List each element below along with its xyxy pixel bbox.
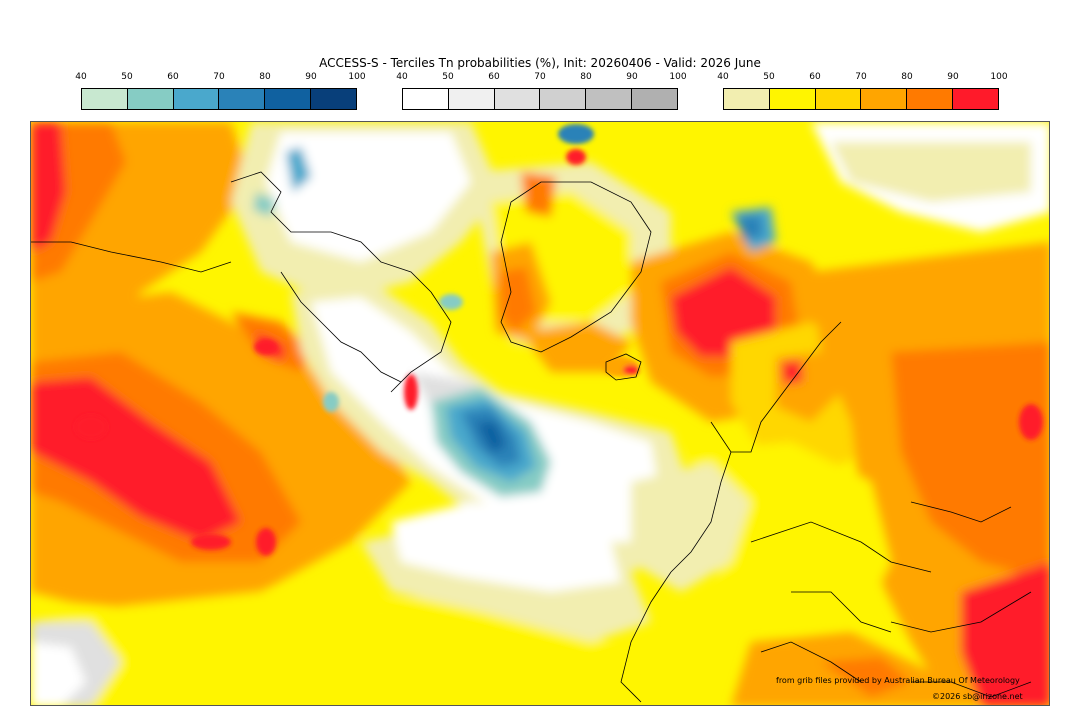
legend-swatch [219, 89, 266, 109]
legend-tick-label: 40 [396, 72, 408, 82]
legend-swatch [311, 89, 356, 109]
legend-tick-label: 50 [763, 72, 775, 82]
probability-map [30, 121, 1050, 706]
legend-swatch [586, 89, 633, 109]
legend-tick-label: 70 [213, 72, 225, 82]
legend-tick-label: 100 [669, 72, 687, 82]
legend-swatch [907, 89, 954, 109]
legend-swatch [448, 89, 495, 109]
legend-tick-label: 40 [717, 72, 729, 82]
legend-swatch [403, 89, 449, 109]
legend-tick-label: 60 [167, 72, 179, 82]
legend-tick-label: 60 [809, 72, 821, 82]
legend-tick-label: 100 [348, 72, 366, 82]
legend-colorbar [402, 88, 678, 110]
legend-tick-label: 60 [488, 72, 500, 82]
legend-tick-label: 50 [442, 72, 454, 82]
legend-swatch [724, 89, 770, 109]
legend-colorbar [723, 88, 999, 110]
coastlines [31, 171, 1032, 703]
source-credit: from grib files provided by Australian B… [776, 676, 1020, 685]
legend-swatch [127, 89, 174, 109]
legend-swatch [769, 89, 816, 109]
legend-tick-label: 80 [901, 72, 913, 82]
legend-swatch [632, 89, 677, 109]
legend-tick-label: 80 [259, 72, 271, 82]
legend-ticks: 40 50 60 70 80 90 100 [75, 72, 365, 86]
legend-tick-label: 100 [990, 72, 1008, 82]
legend-swatch [265, 89, 312, 109]
legend-colorbar [81, 88, 357, 110]
map-title: ACCESS-S - Terciles Tn probabilities (%)… [319, 56, 761, 70]
legend-swatch [173, 89, 220, 109]
legend-below-normal: 40 50 60 70 80 90 100 [75, 72, 366, 112]
legend-tick-label: 70 [855, 72, 867, 82]
legend-ticks: 40 50 60 70 80 90 100 [396, 72, 686, 86]
probability-detail [75, 124, 1043, 556]
legend-tick-label: 90 [305, 72, 317, 82]
legend-tick-label: 50 [121, 72, 133, 82]
legend-swatch [540, 89, 587, 109]
legend-tick-label: 40 [75, 72, 87, 82]
legend-near-normal: 40 50 60 70 80 90 100 [396, 72, 687, 112]
legend-tick-label: 70 [534, 72, 546, 82]
legend-swatch [953, 89, 998, 109]
legend-swatch [494, 89, 541, 109]
legend-above-normal: 40 50 60 70 80 90 100 [717, 72, 1008, 112]
legend-swatch [815, 89, 862, 109]
legend-tick-label: 90 [947, 72, 959, 82]
legend-swatch [861, 89, 908, 109]
legend-tick-label: 80 [580, 72, 592, 82]
probability-field [31, 122, 1049, 705]
copyright-credit: ©2026 sb@irizone.net [932, 692, 1023, 701]
legend-swatch [82, 89, 128, 109]
legend-tick-label: 90 [626, 72, 638, 82]
legend-ticks: 40 50 60 70 80 90 100 [717, 72, 1007, 86]
